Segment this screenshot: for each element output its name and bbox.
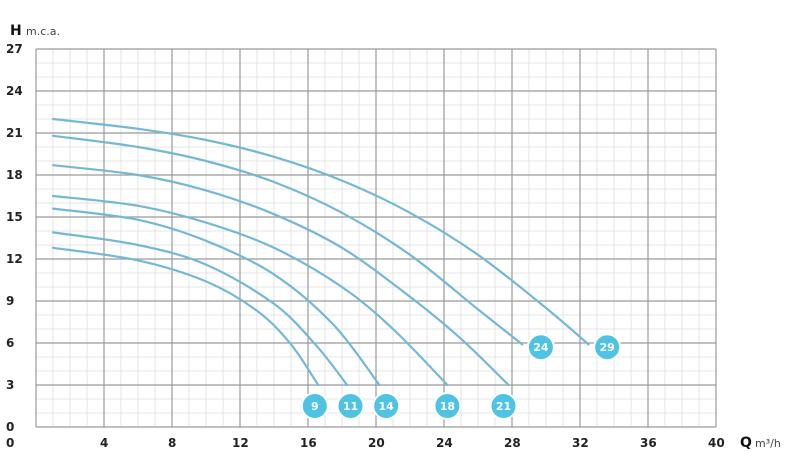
pump-curve-21 — [51, 164, 510, 387]
x-tick-label: 12 — [232, 436, 249, 450]
x-axis-letter: Q — [740, 435, 752, 451]
curve-badge-11 — [336, 392, 365, 420]
x-tick-label: 8 — [168, 436, 176, 450]
pump-curve-11 — [51, 231, 349, 387]
x-tick-label: 28 — [504, 436, 521, 450]
curve-badge-24 — [526, 333, 555, 362]
y-tick-label: 0 — [6, 420, 14, 434]
x-tick-label: 40 — [708, 436, 725, 450]
curve-label-18: 18 — [440, 400, 455, 413]
x-tick-label: 0 — [6, 436, 14, 450]
pump-curve-14 — [51, 207, 381, 387]
y-tick-label: 15 — [6, 210, 23, 224]
y-tick-label: 27 — [6, 42, 23, 56]
curve-label-21: 21 — [496, 400, 511, 413]
pump-curve-9 — [51, 246, 320, 387]
curve-label-11: 11 — [343, 400, 358, 413]
x-tick-label: 24 — [436, 436, 453, 450]
y-tick-label: 18 — [6, 168, 23, 182]
curve-badge-9 — [300, 392, 329, 420]
y-tick-label: 21 — [6, 126, 23, 140]
y-tick-label: 6 — [6, 336, 14, 350]
x-tick-label: 16 — [300, 436, 317, 450]
pump-curve-29 — [51, 117, 590, 346]
pump-curves — [51, 117, 590, 387]
pump-curve-24 — [51, 134, 524, 346]
y-axis-unit: m.c.a. — [26, 25, 60, 38]
grid — [35, 48, 717, 428]
curve-badge-29 — [593, 333, 622, 362]
x-tick-label: 32 — [572, 436, 589, 450]
curve-labels: 9 11 14 18 21 24 29 — [300, 333, 622, 420]
curve-label-29: 29 — [600, 341, 615, 354]
curve-badge-21 — [489, 392, 518, 420]
y-tick-label: 24 — [6, 84, 23, 98]
curve-badge-14 — [372, 392, 401, 420]
pump-curve-18 — [51, 194, 449, 387]
y-axis-letter: H — [10, 23, 22, 39]
curve-label-14: 14 — [379, 400, 395, 413]
curve-label-24: 24 — [533, 341, 549, 354]
y-tick-label: 12 — [6, 252, 23, 266]
x-tick-label: 4 — [100, 436, 108, 450]
curve-badge-18 — [433, 392, 462, 420]
curve-label-9: 9 — [311, 400, 319, 413]
x-tick-label: 20 — [368, 436, 385, 450]
x-axis-unit: m³/h — [755, 437, 781, 450]
y-tick-label: 3 — [6, 378, 14, 392]
y-tick-label: 9 — [6, 294, 14, 308]
x-tick-label: 36 — [640, 436, 657, 450]
